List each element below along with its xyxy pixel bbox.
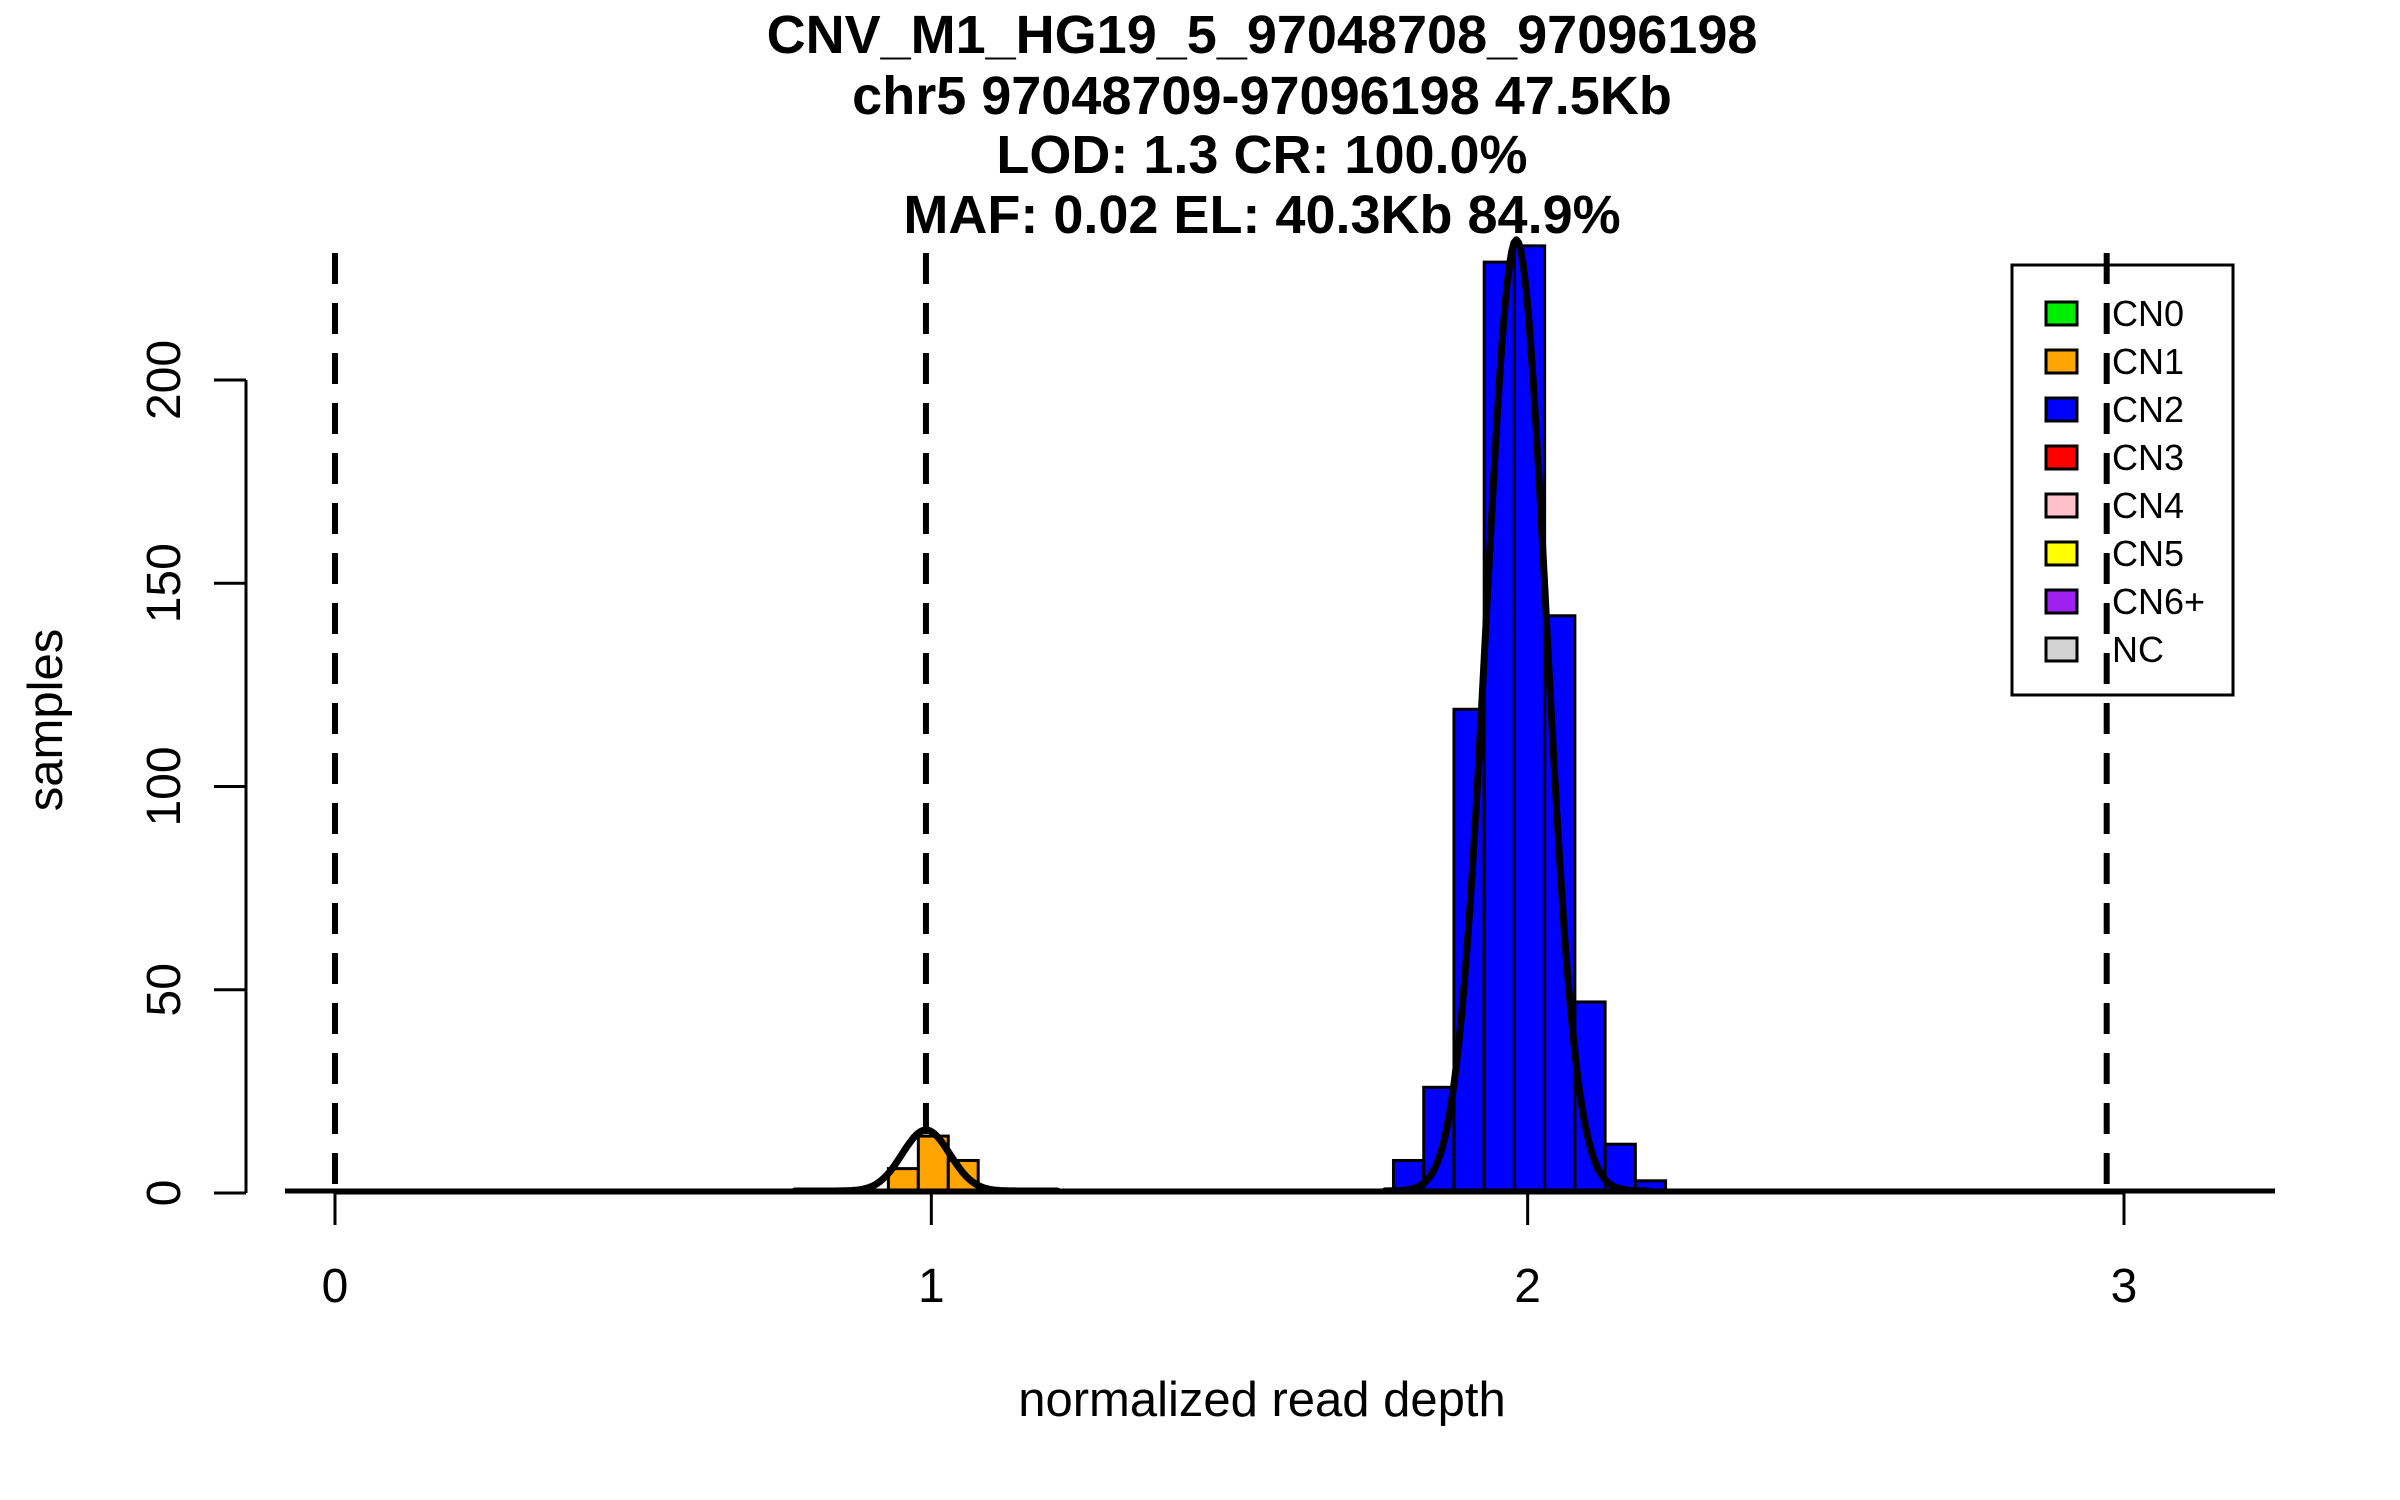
x-axis-label: normalized read depth bbox=[1018, 1373, 1506, 1427]
x-axis: 0 1 2 3 bbox=[322, 1191, 2138, 1313]
histogram-bar-cn2 bbox=[1482, 260, 1516, 1195]
legend-swatch-cn3 bbox=[2044, 444, 2079, 471]
legend-label-cn6plus: CN6+ bbox=[2112, 581, 2205, 622]
y-axis-label: samples bbox=[19, 629, 73, 811]
x-tick-label: 0 bbox=[322, 1260, 349, 1313]
legend: CN0 CN1 CN2 CN3 CN4 CN5 CN6+ NC bbox=[2010, 263, 2235, 697]
title-line-1: CNV_M1_HG19_5_97048708_97096198 bbox=[767, 5, 1758, 65]
legend-label-nc: NC bbox=[2112, 629, 2164, 670]
legend-label-cn2: CN2 bbox=[2112, 389, 2184, 430]
legend-label-cn4: CN4 bbox=[2112, 485, 2184, 526]
legend-swatch-cn1 bbox=[2044, 348, 2079, 375]
x-tick-label: 1 bbox=[918, 1260, 945, 1313]
copy-number-guide-lines bbox=[332, 253, 2110, 1191]
legend-swatch-nc bbox=[2044, 636, 2079, 663]
legend-label-cn1: CN1 bbox=[2112, 341, 2184, 382]
y-tick-label: 100 bbox=[138, 746, 191, 826]
legend-label-cn0: CN0 bbox=[2112, 293, 2184, 334]
histogram-bar-cn2 bbox=[1512, 244, 1547, 1195]
title-line-4: MAF: 0.02 EL: 40.3Kb 84.9% bbox=[903, 185, 1620, 245]
y-axis: 0 50 100 150 200 bbox=[138, 340, 248, 1207]
chart-title: CNV_M1_HG19_5_97048708_97096198 chr5 970… bbox=[767, 5, 1758, 245]
legend-swatch-cn0 bbox=[2044, 300, 2079, 327]
legend-swatch-cn6plus bbox=[2044, 588, 2079, 615]
legend-swatch-cn2 bbox=[2044, 396, 2079, 423]
y-tick-label: 200 bbox=[138, 340, 191, 420]
title-line-2: chr5 97048709-97096198 47.5Kb bbox=[852, 66, 1672, 126]
density-curve-cn2 bbox=[1381, 236, 1651, 1195]
legend-label-cn5: CN5 bbox=[2112, 533, 2184, 574]
legend-swatch-cn4 bbox=[2044, 492, 2079, 519]
y-tick-label: 50 bbox=[138, 963, 191, 1016]
legend-label-cn3: CN3 bbox=[2112, 437, 2184, 478]
legend-border bbox=[2010, 263, 2235, 697]
x-tick-label: 3 bbox=[2111, 1260, 2138, 1313]
y-tick-label: 0 bbox=[138, 1180, 191, 1207]
x-tick-label: 2 bbox=[1514, 1260, 1541, 1313]
title-line-3: LOD: 1.3 CR: 100.0% bbox=[996, 125, 1527, 185]
y-tick-label: 150 bbox=[138, 543, 191, 623]
legend-swatch-cn5 bbox=[2044, 540, 2079, 567]
